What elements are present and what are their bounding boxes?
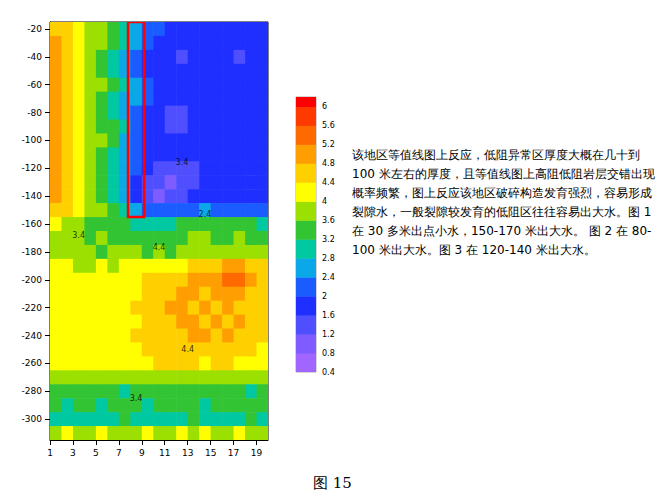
html-text:图 15: 图 15 (313, 474, 352, 492)
svg-text:5: 5 (93, 448, 99, 458)
svg-text:4: 4 (322, 197, 327, 206)
svg-text:1: 1 (47, 448, 53, 458)
svg-text:4.4: 4.4 (153, 243, 166, 252)
svg-text:-260: -260 (22, 358, 43, 368)
svg-text:2.4: 2.4 (322, 273, 335, 282)
svg-text:3: 3 (70, 448, 76, 458)
svg-text:-60: -60 (27, 80, 42, 90)
svg-text:3.6: 3.6 (322, 216, 335, 225)
svg-text:7: 7 (116, 448, 122, 458)
svg-text:13: 13 (182, 448, 193, 458)
svg-text:4.4: 4.4 (181, 345, 194, 354)
svg-text:-300: -300 (22, 414, 43, 424)
svg-text:3.4: 3.4 (130, 394, 143, 403)
svg-text:3.2: 3.2 (322, 235, 335, 244)
svg-text:-160: -160 (22, 219, 43, 229)
svg-text:-220: -220 (22, 303, 43, 313)
svg-text:-40: -40 (27, 52, 42, 62)
svg-text:5.2: 5.2 (322, 140, 335, 149)
svg-text:5.6: 5.6 (322, 121, 335, 130)
svg-text:0.8: 0.8 (322, 349, 335, 358)
svg-text:-180: -180 (22, 247, 43, 257)
svg-text:6: 6 (322, 102, 327, 111)
svg-text:17: 17 (228, 448, 239, 458)
svg-text:1.6: 1.6 (322, 311, 335, 320)
svg-text:-120: -120 (22, 163, 43, 173)
svg-text:3.4: 3.4 (176, 158, 189, 167)
svg-text:2: 2 (322, 292, 327, 301)
svg-text:4.4: 4.4 (322, 178, 335, 187)
svg-text:2.8: 2.8 (322, 254, 335, 263)
svg-text:-140: -140 (22, 191, 43, 201)
svg-text:-20: -20 (27, 24, 42, 34)
svg-text:9: 9 (139, 448, 145, 458)
svg-text:11: 11 (159, 448, 170, 458)
svg-text:3.4: 3.4 (72, 231, 85, 240)
svg-text:19: 19 (251, 448, 263, 458)
html-text:该地区等值线图上反应，低阻异常区厚度大概在几十到 100 米: 该地区等值线图上反应，低阻异常区厚度大概在几十到 100 米左右的厚度，且等值线… (352, 148, 655, 257)
svg-text:0.4: 0.4 (322, 368, 335, 377)
svg-text:-200: -200 (22, 275, 43, 285)
svg-text:-100: -100 (22, 135, 43, 145)
svg-text:15: 15 (205, 448, 216, 458)
svg-text:1.2: 1.2 (322, 330, 335, 339)
svg-text:4.8: 4.8 (322, 159, 335, 168)
svg-text:-280: -280 (22, 386, 43, 396)
svg-text:2.4: 2.4 (199, 210, 212, 219)
svg-text:-80: -80 (27, 108, 42, 118)
svg-text:-240: -240 (22, 331, 43, 341)
